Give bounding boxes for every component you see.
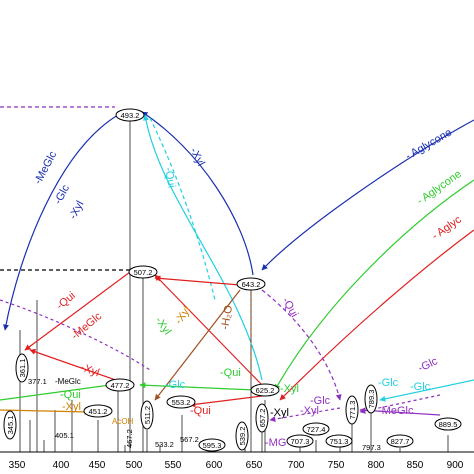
peak-node: 553.2 — [166, 395, 196, 409]
arrow-label: -Xyl — [79, 362, 101, 380]
arrow-label: -H₂O — [219, 304, 235, 331]
arrow-label: -Glc — [378, 377, 399, 389]
peak-text: 889.5 — [439, 420, 458, 429]
tick-label: 350 — [9, 460, 26, 471]
peak-node: 657.2 — [255, 403, 269, 433]
arrow-label: -Glc — [416, 355, 440, 375]
peak-node: 345.1 — [3, 410, 17, 440]
tick-label: 850 — [407, 460, 424, 471]
arrow-label: -Glc — [310, 395, 331, 407]
arrow-label: -Xyl — [280, 383, 299, 395]
peak-node: 511.2 — [140, 400, 154, 430]
peak-label: 797.3 — [362, 443, 381, 452]
peak-node: 643.2 — [236, 277, 266, 291]
arrow-label: -Qui — [190, 405, 211, 417]
peak-node: 789.3 — [364, 384, 378, 414]
arrow-label: -Qui — [162, 166, 177, 189]
tick-label: 750 — [328, 460, 345, 471]
peak-label: 405.1 — [55, 431, 74, 440]
arrow-label: -Qui — [220, 367, 241, 379]
peak-node: 727.4 — [302, 422, 330, 436]
peak-node: 493.2 — [115, 108, 145, 122]
arrow-label: -Qui — [54, 290, 78, 313]
peak-text: 595.3 — [203, 441, 222, 450]
peak-text: 625.2 — [256, 386, 275, 395]
peak-node: 889.5 — [434, 417, 462, 431]
tick-label: 650 — [246, 460, 263, 471]
arrow-label: -MeGlc — [69, 310, 104, 342]
peak-text: 657.2 — [258, 409, 267, 428]
peak-node: 539.2 — [235, 421, 249, 451]
peak-text: 477.2 — [111, 381, 130, 390]
peak-text: 643.2 — [242, 280, 261, 289]
tick-label: 700 — [288, 460, 305, 471]
arrow-label: -Qui — [279, 296, 300, 320]
tick-label: 500 — [126, 460, 143, 471]
arrow-label: -MeGlc — [32, 149, 59, 186]
peak-node: 751.3 — [325, 434, 353, 448]
arrow-label: -Xyl — [187, 146, 206, 168]
tick-label: 550 — [165, 460, 182, 471]
arrow-label: -Xyl — [300, 405, 319, 417]
peak-label: 533.2 — [155, 440, 174, 449]
peak-node: 477.2 — [105, 378, 135, 392]
peak-text: 827.7 — [391, 437, 410, 446]
arrow-label: -Xyl — [173, 304, 194, 326]
peak-labels: 493.2 507.2 643.2 625.2 361.1 345.1 477.… — [3, 108, 462, 452]
arrow-label: -Glc — [410, 381, 431, 393]
peak-text: 553.2 — [172, 398, 191, 407]
peak-text: 493.2 — [121, 111, 140, 120]
peak-text: 751.3 — [330, 437, 349, 446]
tick-label: 450 — [89, 460, 106, 471]
peak-node: 451.2 — [83, 404, 113, 418]
tick-label: 400 — [53, 460, 70, 471]
x-axis-ticks: 350 400 450 500 550 600 650 700 750 800 … — [9, 460, 464, 471]
peak-label: 467.2 — [125, 429, 134, 448]
arrow-label: -Xyl — [67, 199, 86, 221]
peak-node: 707.3 — [286, 434, 314, 448]
tick-label: 900 — [447, 460, 464, 471]
peak-text: 789.3 — [367, 390, 376, 409]
arrow-label: -Xyl — [62, 401, 81, 413]
peak-node: 361.1 — [15, 353, 29, 383]
tick-label: 600 — [206, 460, 223, 471]
peak-text: 511.2 — [143, 406, 152, 424]
tick-label: 800 — [368, 460, 385, 471]
peak-node: 595.3 — [198, 438, 226, 452]
arrow-label: -MeGlc — [55, 377, 81, 386]
peak-text: 727.4 — [307, 425, 326, 434]
arrow-label: -Qui — [60, 389, 81, 401]
arrow-label: - Aglycone — [415, 168, 464, 207]
peak-node: 827.7 — [386, 434, 414, 448]
peak-node: 771.3 — [345, 395, 359, 425]
peak-text: 361.1 — [18, 359, 27, 378]
peak-text: 345.1 — [6, 416, 15, 435]
peak-node: 625.2 — [250, 383, 280, 397]
arrow-label: -Glc — [165, 379, 186, 391]
arrow-label: -MeGlc — [378, 405, 414, 417]
peak-text: 771.3 — [348, 401, 357, 420]
arrows — [0, 106, 474, 423]
peak-text: 451.2 — [89, 407, 108, 416]
peak-text: 507.2 — [134, 268, 153, 277]
peak-node: 507.2 — [128, 265, 158, 279]
arrow-label: - Aglycone — [404, 127, 454, 163]
peak-text: 539.2 — [238, 427, 247, 446]
arrow-label: - Aglyc — [430, 213, 464, 242]
peak-label: 377.1 — [28, 377, 47, 386]
arrow-label: -MG — [265, 437, 286, 449]
peak-label: 567.2 — [180, 435, 199, 444]
peak-text: 707.3 — [291, 437, 310, 446]
arrow-label: -Xyl — [270, 407, 289, 419]
arrow-label: -Xyl — [153, 315, 174, 337]
arrow-label: AcOH — [112, 417, 134, 426]
